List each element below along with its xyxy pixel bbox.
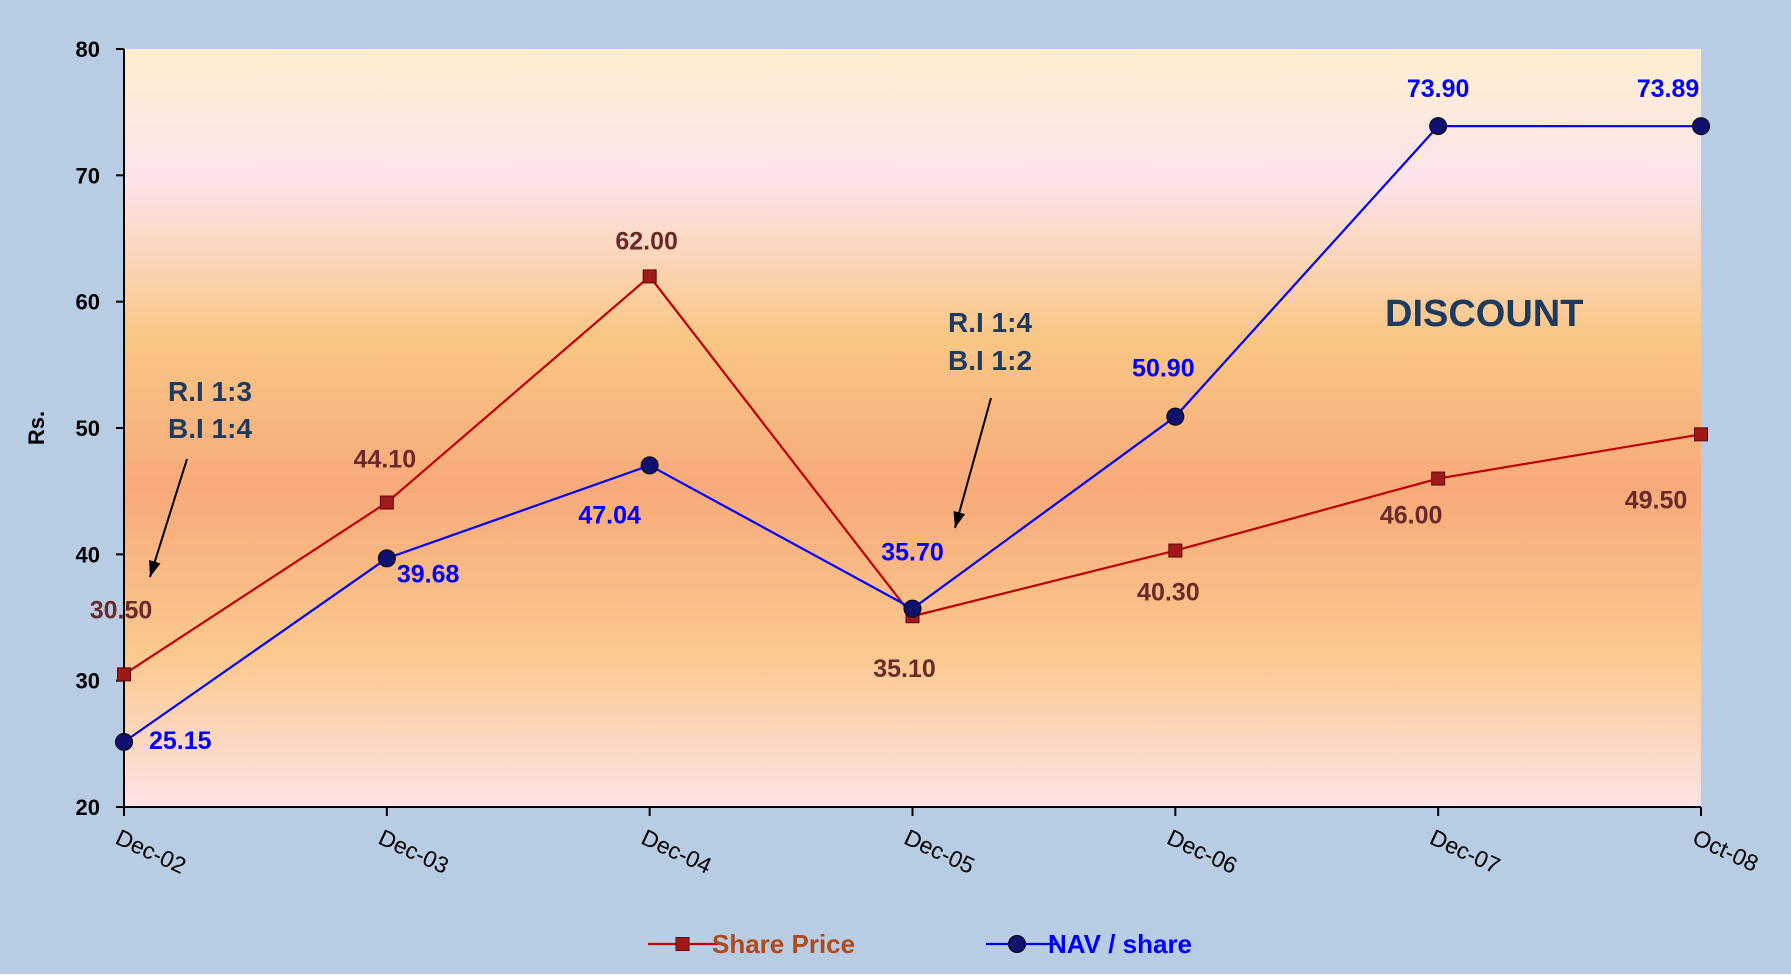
nav-per-share-data-label: 47.04 [578, 501, 641, 529]
share-price-point [379, 495, 394, 510]
annotation-discount: DISCOUNT [1385, 293, 1583, 335]
nav-per-share-point [1692, 117, 1710, 136]
annotation-bonus-issue: B.I 1:2 [948, 345, 1032, 376]
annotation-arrow [953, 397, 992, 529]
nav-per-share-data-label: 25.15 [149, 727, 212, 755]
y-tick-label: 50 [76, 416, 100, 441]
share-price-data-label: 30.50 [90, 596, 153, 624]
plot-area [124, 49, 1701, 807]
y-axis-label: Rs. [24, 411, 49, 445]
share-price-point [642, 269, 657, 284]
annotation-bonus-issue: B.I 1:4 [168, 413, 252, 444]
y-tick-label: 30 [76, 669, 100, 694]
y-tick-label: 40 [76, 542, 100, 567]
legend-label-share-price: Share Price [712, 929, 855, 959]
share-price-data-label: 40.30 [1137, 579, 1200, 607]
nav-per-share-point [1429, 117, 1448, 136]
nav-per-share-point [115, 732, 133, 751]
share-price-data-label: 62.00 [615, 227, 678, 255]
y-tick-label: 80 [76, 37, 100, 62]
share-price-point [1694, 427, 1708, 442]
arrow-shaft [149, 458, 188, 578]
share-price-point [117, 667, 131, 682]
nav-per-share-data-label: 73.89 [1637, 75, 1700, 103]
share-price-data-label: 44.10 [354, 446, 417, 474]
y-tick-label: 70 [76, 163, 100, 188]
annotation-rights-issue: R.I 1:4 [948, 307, 1032, 338]
nav-per-share-point [640, 456, 659, 475]
legend-marker-nav-per-share [1008, 935, 1026, 953]
annotation-rights-issue: R.I 1:3 [168, 376, 252, 407]
arrow-head [953, 510, 966, 528]
nav-per-share-data-label: 39.68 [397, 560, 460, 588]
share-price-point [1431, 471, 1446, 486]
y-tick-label: 20 [76, 795, 100, 820]
nav-per-share-point [903, 599, 922, 618]
nav-per-share-data-label: 73.90 [1407, 75, 1470, 103]
nav-per-share-data-label: 50.90 [1132, 355, 1195, 383]
share-price-data-label: 35.10 [873, 655, 936, 683]
legend-label-nav-per-share: NAV / share [1048, 929, 1192, 959]
share-price-point [1168, 543, 1183, 558]
y-tick-label: 60 [76, 290, 100, 315]
arrow-shaft [954, 397, 992, 529]
share-price-data-label: 46.00 [1380, 502, 1443, 530]
nav-per-share-point [1166, 407, 1185, 426]
annotation-arrow [149, 458, 188, 578]
nav-per-share-data-label: 35.70 [881, 539, 944, 567]
nav-per-share-point [377, 549, 396, 568]
legend-marker-share-price [675, 937, 690, 951]
arrow-head [149, 559, 161, 577]
share-price-data-label: 49.50 [1625, 486, 1688, 514]
